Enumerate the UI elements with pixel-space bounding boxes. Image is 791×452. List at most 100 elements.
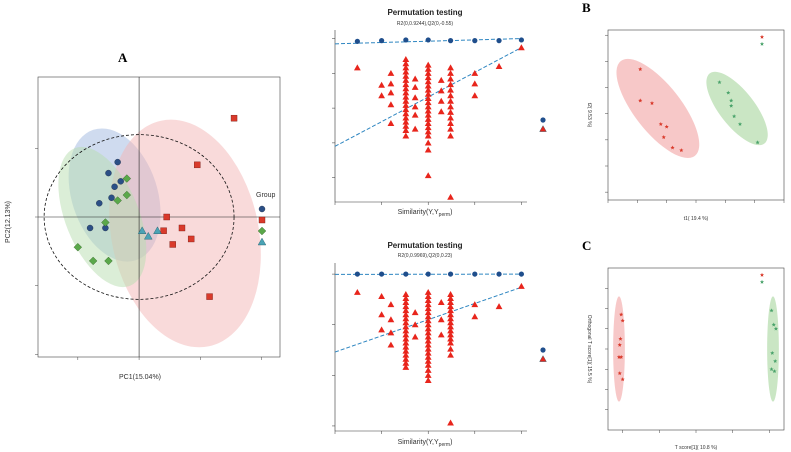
perm2-r2y-point xyxy=(425,271,431,277)
pca-legend-marker-qc xyxy=(257,237,267,246)
perm2-r2y-point xyxy=(472,271,478,277)
oplsc-point-com xyxy=(619,354,624,359)
perm2-r2y-point xyxy=(447,271,454,277)
perm1-q2-point xyxy=(424,120,432,127)
perm2-q2-point xyxy=(402,323,410,330)
perm1-q2-point xyxy=(402,89,410,96)
perm2-q2-point xyxy=(447,335,454,342)
perm2-q2-point xyxy=(437,316,445,323)
opls-c-frame xyxy=(607,267,785,431)
perm1-q2-point xyxy=(424,86,432,93)
perm1-q2-point xyxy=(402,64,410,71)
permutation-legend-1 xyxy=(539,117,547,132)
perm1-r2y-point xyxy=(447,38,454,44)
pca-ellipse-cont xyxy=(109,119,261,348)
perm2-q2-point xyxy=(424,313,432,320)
pca-chart: A PC1(15.04%) PC2(12.13%) Group xyxy=(5,50,281,381)
perm2-q2-point xyxy=(424,305,432,312)
perm1-q2-point xyxy=(411,75,419,82)
perm2-r2y-point xyxy=(403,271,409,277)
perm1-r2y-point xyxy=(472,38,478,44)
perm2-q2-point xyxy=(424,292,432,299)
pca-point-ibv xyxy=(101,218,110,227)
opls-c-chart: C T score[1]( 10.8 %) Orthogonal T score… xyxy=(582,238,785,451)
perm2-q2-point xyxy=(353,288,361,295)
oplsb-point-ibv xyxy=(726,90,731,95)
oplsb-ellipse-ibv xyxy=(706,71,768,146)
perm1-q2-point xyxy=(447,75,454,82)
perm1-legend-r2y-marker xyxy=(540,117,546,123)
perm1-q2-point xyxy=(402,76,410,83)
oplsc-ellipse-ibv xyxy=(767,296,779,402)
pca-point-qc xyxy=(137,226,147,234)
perm2-r2y-point xyxy=(496,271,502,277)
perm1-q2-point xyxy=(437,87,445,94)
pca-legend-marker-com xyxy=(258,205,266,213)
oplsb-ellipse-cont xyxy=(616,58,700,159)
perm2-q2-point xyxy=(424,341,432,348)
perm1-q2-point xyxy=(447,120,454,127)
perm2-q2-point xyxy=(387,329,395,336)
oplsb-point-cont xyxy=(658,121,663,126)
perm1-subtitle: R2(0,0.9244),Q2(0,-0.55) xyxy=(397,21,453,27)
opls-b-xlabel: t1( 19.4 %) xyxy=(684,216,709,222)
perm2-q2-point xyxy=(402,335,410,342)
perm2-q2-point xyxy=(402,343,410,350)
perm1-q2-point xyxy=(518,44,525,51)
perm2-q2-point xyxy=(424,317,432,324)
perm1-q2-point xyxy=(447,92,454,99)
perm2-q2-point xyxy=(495,303,503,310)
perm1-q2-point xyxy=(424,115,432,122)
perm2-q2-point xyxy=(447,311,454,318)
perm2-q2-point xyxy=(402,303,410,310)
oplsb-legend-marker xyxy=(759,34,765,39)
perm1-q2-point xyxy=(411,111,419,118)
perm2-q2-point xyxy=(447,319,454,326)
perm1-q2-point xyxy=(424,132,432,139)
perm1-xlabel: Similarity(Y,Yperm) xyxy=(398,209,453,218)
perm2-q2-point xyxy=(387,301,395,308)
perm1-q2-point xyxy=(402,101,410,108)
perm2-q2-point xyxy=(424,349,432,356)
pca-legend: Group xyxy=(256,192,276,246)
oplsc-point-com xyxy=(617,371,622,376)
oplsb-point-cont xyxy=(664,124,669,129)
oplsb-point-ibv xyxy=(717,80,722,85)
perm1-q2-point xyxy=(424,78,432,85)
perm2-xlabel-sub: perm xyxy=(439,442,450,448)
perm2-q2-point xyxy=(424,325,432,332)
perm2-q2-point xyxy=(402,363,410,370)
perm2-q2-point xyxy=(424,377,432,383)
oplsc-point-com xyxy=(617,342,622,347)
oplsc-point-com xyxy=(616,354,622,359)
opls-b-axes xyxy=(605,34,785,203)
oplsb-point-cont xyxy=(661,135,666,140)
perm1-q2-point xyxy=(411,83,419,90)
perm2-q2-point xyxy=(447,307,454,314)
perm1-q2-point xyxy=(447,114,454,121)
opls-b-points xyxy=(638,67,760,153)
perm2-xlabel-end: ) xyxy=(450,439,452,446)
perm2-q2-point xyxy=(424,329,432,336)
perm1-q2-point xyxy=(411,94,419,101)
perm2-q2-point xyxy=(447,327,454,334)
oplsb-point-cont xyxy=(638,67,643,72)
pca-ylabel: PC2(12.13%) xyxy=(5,201,12,243)
perm1-q2-point xyxy=(387,89,395,96)
oplsc-legend-marker xyxy=(759,272,765,277)
perm1-q2-point xyxy=(424,94,432,101)
pca-point-com xyxy=(86,224,94,232)
perm2-q2-point xyxy=(402,339,410,346)
perm1-q2-point xyxy=(402,110,410,117)
permutation-chart-2: Permutation testing R2(0,0.9969),Q2(0,0.… xyxy=(332,241,527,448)
perm2-q2-point xyxy=(402,311,410,318)
opls-c-legend xyxy=(759,272,765,284)
perm1-q2-point xyxy=(424,124,432,131)
perm1-q2-point xyxy=(402,106,410,113)
oplsb-point-ibv xyxy=(732,114,737,119)
pca-point-cont xyxy=(187,235,195,243)
pca-point-cont xyxy=(160,227,167,234)
opls-b-legend xyxy=(759,34,765,46)
perm1-r2y-point xyxy=(354,38,360,44)
perm1-q2-point xyxy=(387,80,395,87)
